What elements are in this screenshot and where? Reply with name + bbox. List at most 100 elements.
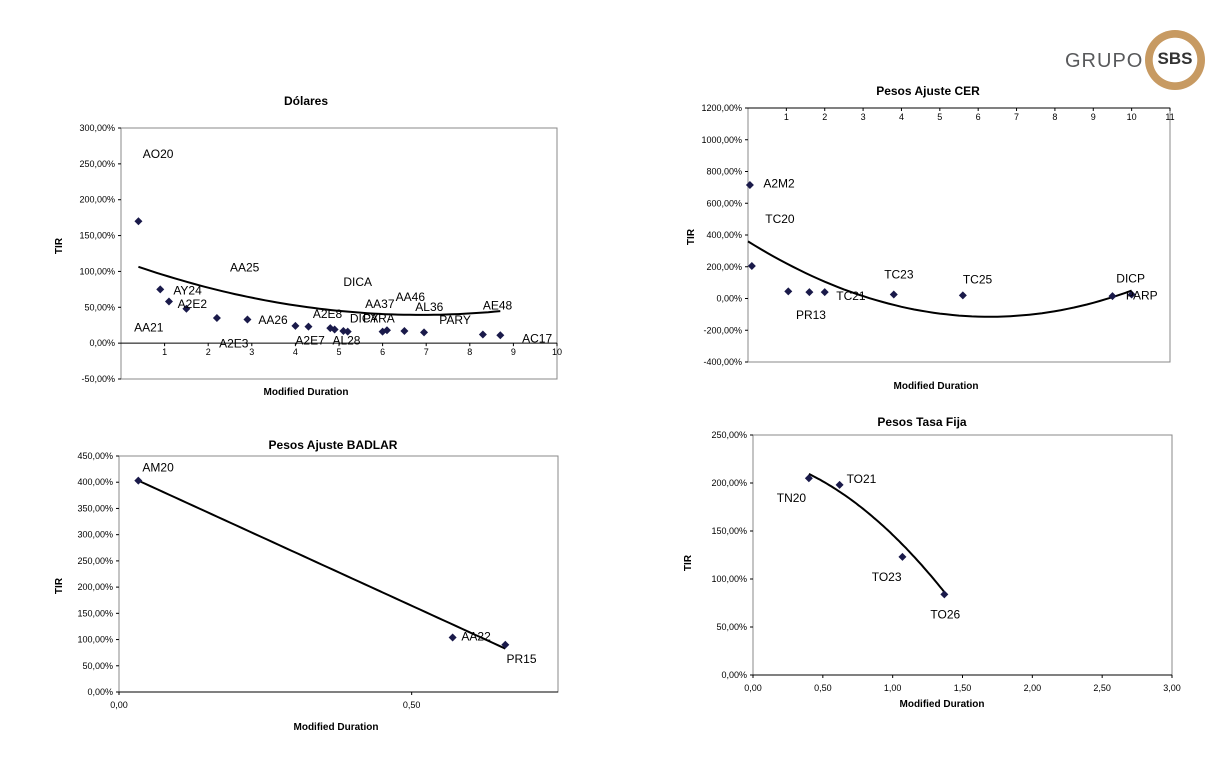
x-axis-label: Modified Duration (264, 387, 349, 398)
data-label: A2M2 (763, 176, 795, 190)
data-label: AO20 (143, 147, 174, 161)
data-label: A2E7 (295, 334, 325, 348)
data-point (400, 326, 409, 335)
data-label: AA37 (365, 297, 395, 311)
chart-title: Dólares (284, 94, 328, 108)
x-tick-label: 0,00 (744, 683, 762, 693)
data-point (958, 291, 967, 300)
y-tick-label: 250,00% (77, 556, 113, 566)
y-tick-label: 800,00% (706, 167, 742, 177)
trend-line (808, 473, 946, 593)
data-point (134, 217, 143, 226)
data-point (820, 288, 829, 297)
data-label: AA22 (461, 630, 491, 644)
y-tick-label: 400,00% (77, 477, 113, 487)
y-tick-label: 1200,00% (701, 103, 742, 113)
data-point (164, 297, 173, 306)
data-point (745, 180, 754, 189)
trend-line (137, 479, 506, 650)
x-tick-label: 2 (822, 112, 827, 122)
data-label: DICA (343, 275, 372, 289)
x-tick-label: 2,50 (1093, 683, 1111, 693)
data-point (747, 261, 756, 270)
chart-title: Pesos Tasa Fija (877, 415, 966, 429)
x-tick-label: 8 (467, 347, 472, 357)
data-label: A2E8 (313, 307, 343, 321)
data-point (134, 476, 143, 485)
x-tick-label: 2 (206, 347, 211, 357)
data-point (889, 290, 898, 299)
x-tick-label: 3 (249, 347, 254, 357)
data-point (212, 314, 221, 323)
data-label: AC17 (522, 331, 552, 345)
y-axis-label: TIR (54, 577, 65, 594)
data-label: PARP (1126, 288, 1158, 302)
data-label: DICY (350, 311, 379, 325)
data-label: TO21 (847, 472, 877, 486)
data-label: AL36 (415, 300, 443, 314)
y-tick-label: -400,00% (703, 357, 742, 367)
y-tick-label: 0,00% (716, 294, 742, 304)
x-tick-label: 6 (976, 112, 981, 122)
x-tick-label: 0,50 (403, 700, 421, 710)
y-tick-label: 150,00% (711, 526, 747, 536)
data-point (243, 315, 252, 324)
data-label: PR13 (796, 308, 826, 322)
data-label: A2E2 (178, 297, 208, 311)
data-label: AA21 (134, 321, 164, 335)
x-tick-label: 6 (380, 347, 385, 357)
data-point (304, 322, 313, 331)
y-tick-label: 250,00% (711, 430, 747, 440)
data-point (156, 285, 165, 294)
sbs-logo: GRUPO SBS (1060, 28, 1210, 98)
y-tick-label: 100,00% (77, 635, 113, 645)
data-label: PARA (363, 311, 395, 325)
chart-title: Pesos Ajuste CER (876, 84, 980, 98)
x-tick-label: 10 (552, 347, 562, 357)
data-point (496, 331, 505, 340)
y-axis-label: TIR (54, 237, 65, 254)
data-point (1127, 290, 1136, 299)
x-tick-label: 7 (424, 347, 429, 357)
data-label: AM20 (142, 461, 174, 475)
x-tick-label: 4 (293, 347, 298, 357)
x-tick-label: 1 (784, 112, 789, 122)
data-label: TO23 (872, 570, 902, 584)
data-point (420, 328, 429, 337)
y-tick-label: 250,00% (79, 159, 115, 169)
x-tick-label: 1,00 (884, 683, 902, 693)
data-label: TC21 (836, 289, 866, 303)
data-point (448, 633, 457, 642)
logo-ring-icon (1145, 30, 1205, 90)
data-label: PARY (439, 313, 471, 327)
y-tick-label: 200,00% (77, 582, 113, 592)
y-tick-label: 300,00% (79, 123, 115, 133)
x-tick-label: 5 (336, 347, 341, 357)
chart-title: Pesos Ajuste BADLAR (269, 438, 398, 452)
plot-area (752, 434, 1173, 676)
data-label: AL28 (332, 334, 360, 348)
data-point (343, 327, 352, 336)
data-label: TO26 (930, 607, 960, 621)
x-axis-label: Modified Duration (900, 699, 985, 710)
data-point (330, 325, 339, 334)
y-tick-label: 0,00% (721, 670, 747, 680)
x-tick-label: 10 (1127, 112, 1137, 122)
data-label: PR15 (506, 652, 536, 666)
y-tick-label: 50,00% (716, 622, 747, 632)
y-tick-label: 200,00% (79, 195, 115, 205)
x-tick-label: 0,50 (814, 683, 832, 693)
y-tick-label: 350,00% (77, 503, 113, 513)
y-tick-label: 100,00% (711, 574, 747, 584)
x-tick-label: 1,50 (954, 683, 972, 693)
x-tick-label: 5 (937, 112, 942, 122)
y-tick-label: 50,00% (84, 302, 115, 312)
x-tick-label: 9 (1091, 112, 1096, 122)
x-tick-label: 7 (1014, 112, 1019, 122)
y-tick-label: 1000,00% (701, 135, 742, 145)
data-point (182, 304, 191, 313)
